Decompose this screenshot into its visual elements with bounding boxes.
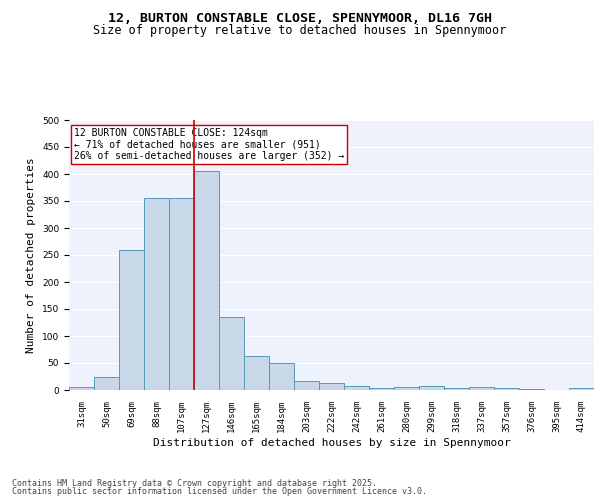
- Bar: [119, 250, 144, 390]
- Bar: [69, 388, 94, 390]
- Bar: [194, 172, 219, 390]
- Bar: [369, 388, 394, 390]
- Bar: [169, 198, 194, 390]
- Bar: [144, 198, 169, 390]
- Bar: [344, 386, 369, 390]
- Y-axis label: Number of detached properties: Number of detached properties: [26, 157, 37, 353]
- Bar: [294, 381, 319, 390]
- Bar: [94, 376, 119, 390]
- Bar: [569, 388, 594, 390]
- Bar: [419, 386, 444, 390]
- Bar: [244, 356, 269, 390]
- Text: 12, BURTON CONSTABLE CLOSE, SPENNYMOOR, DL16 7GH: 12, BURTON CONSTABLE CLOSE, SPENNYMOOR, …: [108, 12, 492, 26]
- Bar: [319, 383, 344, 390]
- Bar: [219, 317, 244, 390]
- Text: Size of property relative to detached houses in Spennymoor: Size of property relative to detached ho…: [94, 24, 506, 37]
- Text: 12 BURTON CONSTABLE CLOSE: 124sqm
← 71% of detached houses are smaller (951)
26%: 12 BURTON CONSTABLE CLOSE: 124sqm ← 71% …: [74, 128, 344, 162]
- Bar: [469, 388, 494, 390]
- Text: Contains HM Land Registry data © Crown copyright and database right 2025.: Contains HM Land Registry data © Crown c…: [12, 478, 377, 488]
- Bar: [444, 388, 469, 390]
- Bar: [394, 388, 419, 390]
- Bar: [494, 388, 519, 390]
- Text: Contains public sector information licensed under the Open Government Licence v3: Contains public sector information licen…: [12, 487, 427, 496]
- Bar: [269, 363, 294, 390]
- X-axis label: Distribution of detached houses by size in Spennymoor: Distribution of detached houses by size …: [152, 438, 511, 448]
